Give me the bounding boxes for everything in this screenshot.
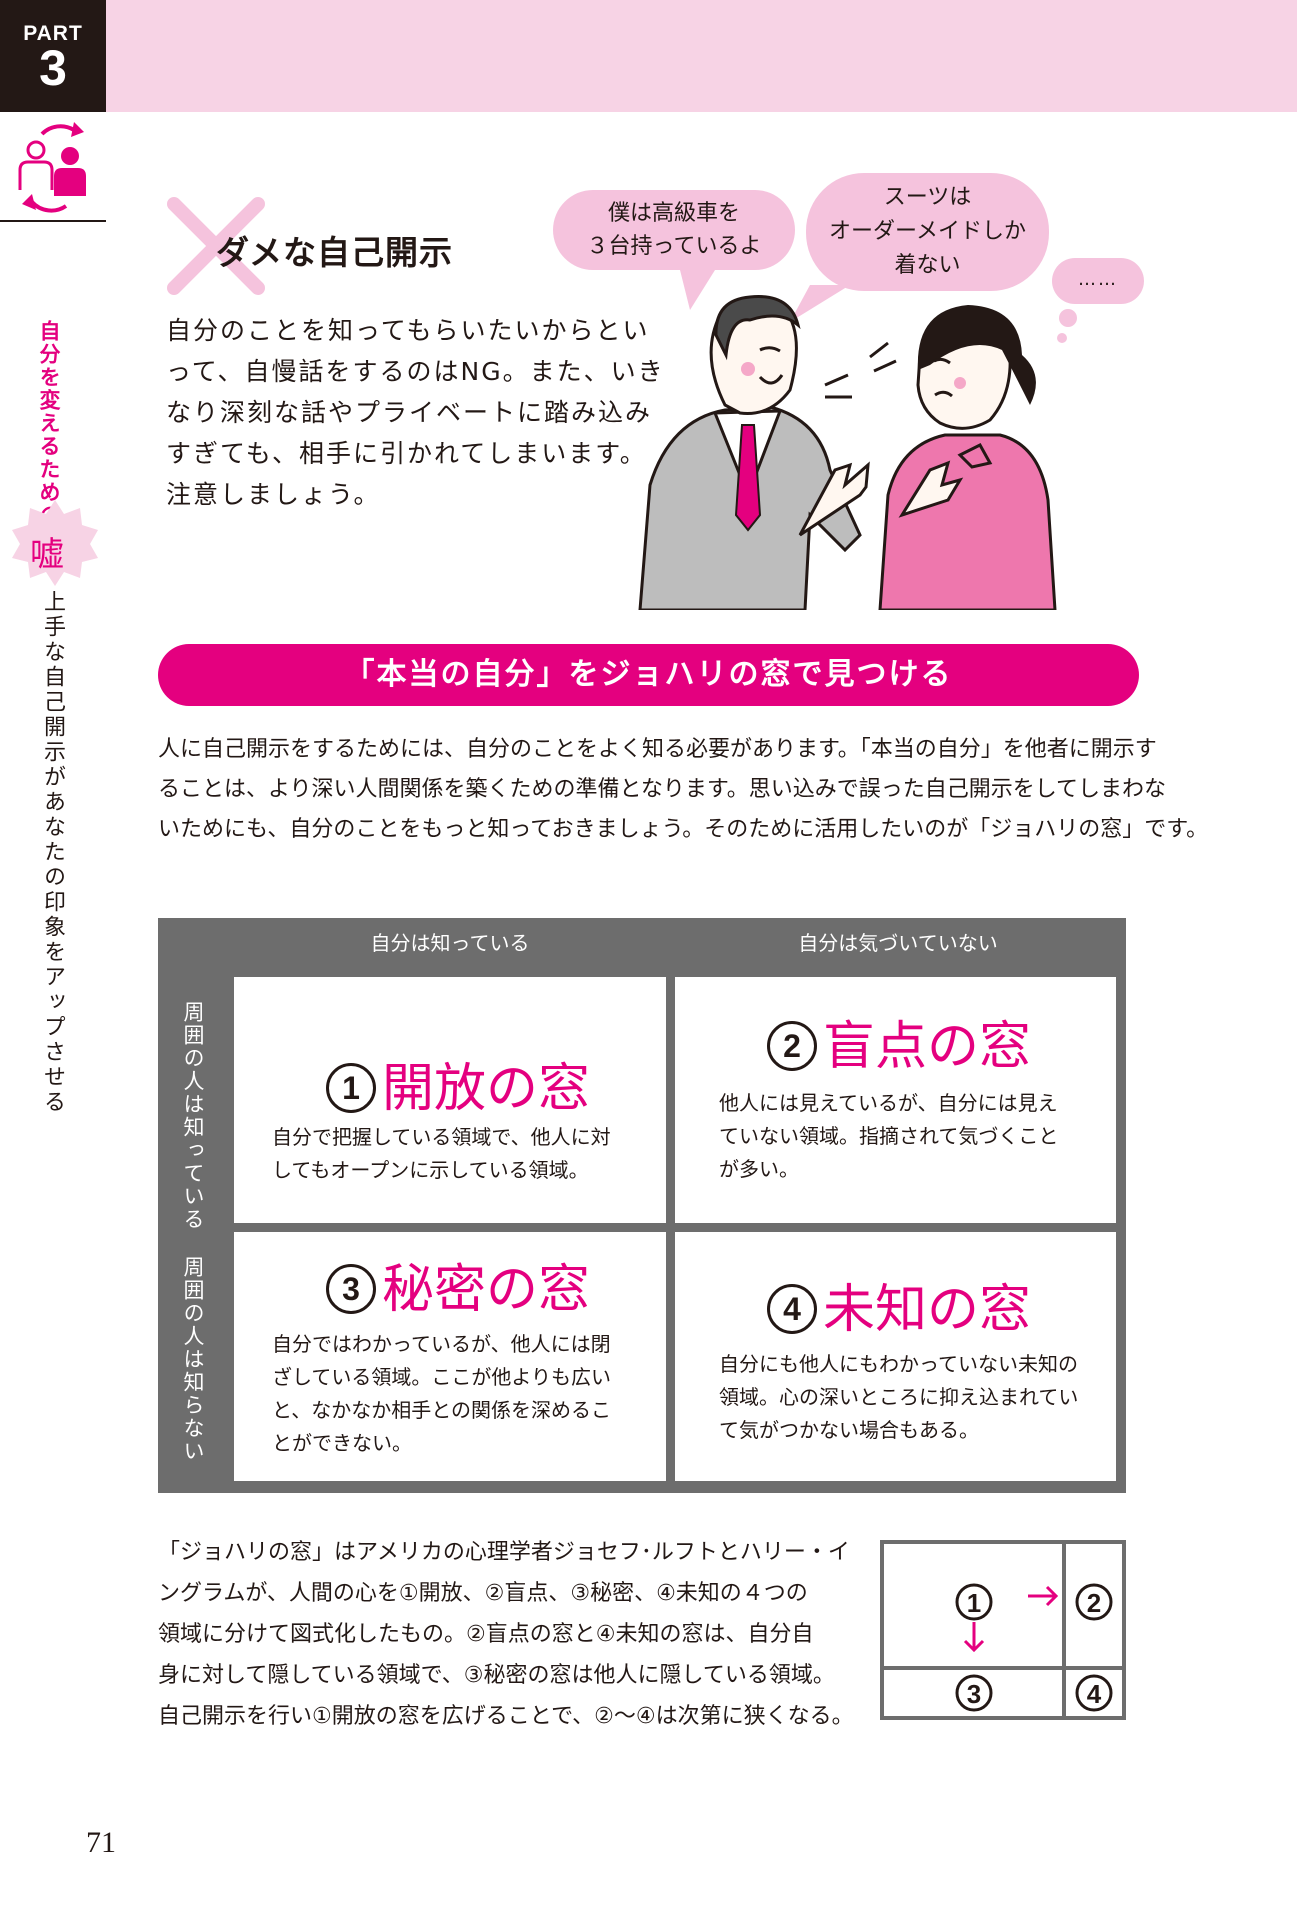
row-header-others-know: 周囲の人は知っている [158,977,225,1231]
bad-example-line: 注意しましょう。 [166,480,381,509]
cross-mark-icon [166,196,266,300]
cell-line: 領域。心の深いところに抑え込まれてい [719,1385,1079,1409]
cell-line: とができない。 [272,1431,412,1455]
number-circle: 4 [767,1284,817,1334]
explanation-line: 「ジョハリの窓」はアメリカの心理学者ジョセフ･ルフトとハリー・イ [158,1540,850,1565]
part-badge: PART 3 [0,0,106,112]
cell-title: 未知の窓 [823,1280,1032,1340]
thought-bubble-silence: …… [1052,258,1144,304]
cell-line: て気がつかない場合もある。 [719,1418,979,1442]
bad-example-line: なり深刻な話やプライベートに踏み込み [166,398,653,427]
conversation-illustration [630,295,1070,614]
number-circle: 1 [326,1063,376,1113]
bad-example-body: 自分のことを知ってもらいたいからとい って、自慢話をするのはNG。また、いき な… [166,310,665,515]
cell-line: 他人には見えているが、自分には見え [719,1091,1058,1115]
johari-cell-open: 1 開放の窓 自分で把握している領域で、他人に対 してもオープンに示している領域。 [234,977,666,1223]
speech-bubble-car: 僕は高級車を ３台持っているよ [553,190,795,270]
speech-bubble-suit: スーツは オーダーメイドしか 着ない [806,173,1049,291]
mini-label-2-text: 2 [1087,1588,1101,1618]
cell-line: と、なかなか相手との関係を深めるこ [272,1398,611,1422]
bubble-line: 着ない [894,253,961,278]
people-exchange-icon [14,120,92,218]
section-title: 「本当の自分」をジョハリの窓で見つける [344,657,953,692]
section-heading-bar: 「本当の自分」をジョハリの窓で見つける [158,644,1139,706]
cell-line: 自分にも他人にもわかっていない未知の [719,1352,1078,1376]
arrow-down-icon [963,1622,985,1653]
intro-line: ることは、より深い人間関係を築くための準備となります。思い込みで誤った自己開示を… [158,777,1167,802]
johari-mini-diagram: 1 2 3 4 [880,1540,1126,1724]
mini-label-1 [955,1583,993,1621]
row-header-others-unaware: 周囲の人は知らない [158,1232,225,1487]
bad-example-line: って、自慢話をするのはNG。また、いき [166,357,665,386]
number-circle: 2 [767,1021,817,1071]
row-header-label: 周囲の人は知っている [181,1001,205,1231]
part-number: 3 [39,40,67,96]
mini-label-3 [955,1674,993,1712]
explanation-line: ングラムが、人間の心を①開放、②盲点、③秘密、④未知の４つの [158,1581,808,1606]
mini-label-4 [1075,1674,1113,1712]
mini-label-1-text: 1 [967,1588,981,1618]
johari-cell-blind: 2 盲点の窓 他人には見えているが、自分には見え ていない領域。指摘されて気づくこ… [675,977,1116,1223]
explanation-line: 領域に分けて図式化したもの。②盲点の窓と④未知の窓は、自分自 [158,1622,814,1647]
sidebar-badge-kanji: 嘘 [30,535,64,575]
bubble-line: 僕は高級車を [607,201,740,226]
intro-line: いためにも、自分のことをもっと知っておきましょう。そのために活用したいのが「ジョ… [158,817,1209,842]
johari-cell-unknown: 4 未知の窓 自分にも他人にもわかっていない未知の 領域。心の深いところに抑え込ま… [675,1232,1116,1481]
bubble-line: ３台持っているよ [586,234,762,259]
number-circle: 3 [326,1264,376,1314]
page-number: 71 [86,1826,116,1859]
cell-title: 盲点の窓 [823,1017,1032,1077]
cell-line: が多い。 [719,1157,799,1181]
explanation-line: 自己開示を行い①開放の窓を広げることで、②〜④は次第に狭くなる。 [158,1704,854,1729]
cell-line: ていない領域。指摘されて気づくこと [719,1124,1059,1148]
bad-example-title: ダメな自己開示 [216,233,454,272]
row-header-label: 周囲の人は知らない [181,1256,205,1463]
johari-cell-hidden: 3 秘密の窓 自分ではわかっているが、他人には閉 ざしている領域。ここが他よりも広… [234,1232,666,1481]
intro-paragraph: 人に自己開示をするためには、自分のことをよく知る必要があります。「本当の自分」を… [158,730,1209,850]
explanation-paragraph: 「ジョハリの窓」はアメリカの心理学者ジョセフ･ルフトとハリー・イ ングラムが、人… [158,1532,868,1737]
bubble-line: オーダーメイドしか [828,219,1027,244]
mini-label-4-text: 4 [1087,1679,1102,1709]
mini-label-3-text: 3 [967,1679,981,1709]
intro-line: 人に自己開示をするためには、自分のことをよく知る必要があります。「本当の自分」を… [158,737,1157,762]
arrow-right-icon [1028,1585,1059,1607]
bad-example-line: すぎても、相手に引かれてしまいます。 [166,439,647,468]
sidebar-divider [0,220,106,222]
column-header-self-unaware: 自分は気づいていない [798,931,998,955]
cell-line: 自分ではわかっているが、他人には閉 [272,1332,611,1356]
cell-line: ざしている領域。ここが他よりも広い [272,1365,611,1389]
part-label: PART [23,22,83,45]
explanation-line: 身に対して隠している領域で、③秘密の窓は他人に隠している領域。 [158,1663,835,1688]
chapter-title: 上手な自己開示があなたの印象をアップさせる [40,590,65,1115]
header-band [106,0,1297,112]
sidebar-subtitle: 自分を変えるための [37,320,61,527]
bubble-tails [540,270,1100,364]
cell-title: 秘密の窓 [382,1260,591,1320]
bubble-line: …… [1078,269,1118,290]
bad-example-line: 自分のことを知ってもらいたいからとい [166,316,650,345]
bubble-line: スーツは [883,185,972,210]
cell-line: 自分で把握している領域で、他人に対 [272,1125,611,1149]
cell-title: 開放の窓 [382,1059,591,1119]
cell-line: してもオープンに示している領域。 [272,1158,589,1182]
sidebar-badge [10,498,100,592]
mini-label-2 [1075,1583,1113,1621]
column-header-self-knows: 自分は知っている [370,931,530,955]
